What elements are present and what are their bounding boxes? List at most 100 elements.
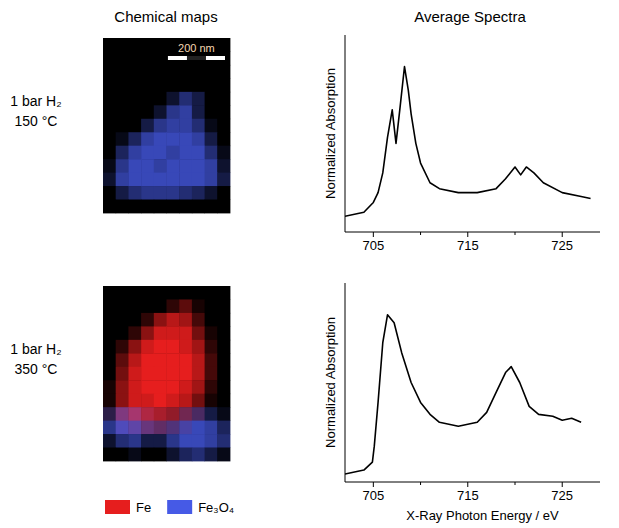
map-cell	[128, 38, 141, 52]
map-cell	[217, 380, 230, 394]
x-tick-label: 715	[457, 488, 479, 503]
map-cell	[205, 186, 218, 200]
map-cell	[116, 38, 129, 52]
map-cell	[116, 286, 129, 300]
map-cell	[103, 394, 116, 408]
map-cell	[154, 313, 167, 327]
map-cell	[192, 146, 205, 160]
map-cell	[141, 353, 154, 367]
map-cell	[116, 78, 129, 92]
map-cell	[217, 340, 230, 354]
map-cell	[167, 78, 180, 92]
map-cell	[141, 299, 154, 313]
map-cell	[154, 159, 167, 173]
map-cell	[154, 380, 167, 394]
map-cell	[141, 380, 154, 394]
map-cell	[141, 421, 154, 435]
map-cell	[192, 434, 205, 448]
map-cell	[116, 326, 129, 340]
map-cell	[217, 78, 230, 92]
map-cell	[128, 380, 141, 394]
map-cell	[205, 200, 218, 214]
map-cell	[179, 105, 192, 119]
map-cell	[192, 65, 205, 79]
x-tick	[467, 482, 468, 487]
map-cell	[167, 380, 180, 394]
map-cell	[154, 448, 167, 462]
map-cell	[103, 146, 116, 160]
map-cell	[141, 119, 154, 133]
map-cell	[116, 105, 129, 119]
map-cell	[128, 159, 141, 173]
map-cell	[167, 92, 180, 106]
map-cell	[116, 407, 129, 421]
map-cell	[217, 92, 230, 106]
map-cell	[179, 407, 192, 421]
map-cell	[192, 105, 205, 119]
map-cell	[167, 394, 180, 408]
map-cell	[103, 105, 116, 119]
map-cell	[205, 434, 218, 448]
map-cell	[116, 65, 129, 79]
map-background	[103, 286, 230, 461]
map-cell	[179, 65, 192, 79]
map-cell	[205, 326, 218, 340]
map-cell	[154, 367, 167, 381]
map-cell	[179, 353, 192, 367]
map-cell	[116, 119, 129, 133]
x-minor-tick	[420, 482, 421, 485]
map-cell	[217, 173, 230, 187]
map-cell	[141, 367, 154, 381]
map-cell	[217, 434, 230, 448]
map-cell	[217, 421, 230, 435]
map-cell	[192, 394, 205, 408]
map-cell	[154, 78, 167, 92]
x-tick	[373, 232, 374, 237]
map-cell	[116, 51, 129, 65]
map-cell	[141, 51, 154, 65]
legend-swatch	[167, 500, 192, 514]
map-cell	[205, 340, 218, 354]
map-cell	[192, 78, 205, 92]
map-cell	[141, 407, 154, 421]
map-cell	[167, 186, 180, 200]
map-cell	[116, 421, 129, 435]
map-cell	[103, 340, 116, 354]
map-cell	[154, 173, 167, 187]
map-cell	[167, 434, 180, 448]
map-cell	[116, 92, 129, 106]
map-cell	[217, 105, 230, 119]
map-cell	[192, 407, 205, 421]
map-cell	[205, 132, 218, 146]
map-background	[103, 38, 230, 213]
map-cell	[167, 200, 180, 214]
map-cell	[179, 200, 192, 214]
map-cell	[103, 380, 116, 394]
map-cell	[179, 434, 192, 448]
map-cell	[192, 173, 205, 187]
map-cell	[141, 434, 154, 448]
map-cell	[103, 367, 116, 381]
map-cell	[179, 92, 192, 106]
map-cell	[141, 38, 154, 52]
map-cell	[154, 132, 167, 146]
map-cell	[103, 132, 116, 146]
map-cell	[103, 434, 116, 448]
map-cell	[217, 38, 230, 52]
map-cell	[179, 146, 192, 160]
map-cell	[154, 394, 167, 408]
x-tick-label: 715	[457, 238, 479, 253]
map-cell	[103, 421, 116, 435]
map-cell	[179, 132, 192, 146]
x-tick-label: 725	[551, 238, 573, 253]
map-cell	[167, 159, 180, 173]
map-cell	[141, 200, 154, 214]
map-cell	[154, 200, 167, 214]
map-cell	[192, 367, 205, 381]
map-cell	[179, 313, 192, 327]
map-cell	[116, 186, 129, 200]
spectrum-chart: 705715725Normalized Absorption	[323, 35, 600, 253]
chemical-map	[103, 286, 230, 461]
map-cell	[179, 380, 192, 394]
map-cell	[205, 367, 218, 381]
